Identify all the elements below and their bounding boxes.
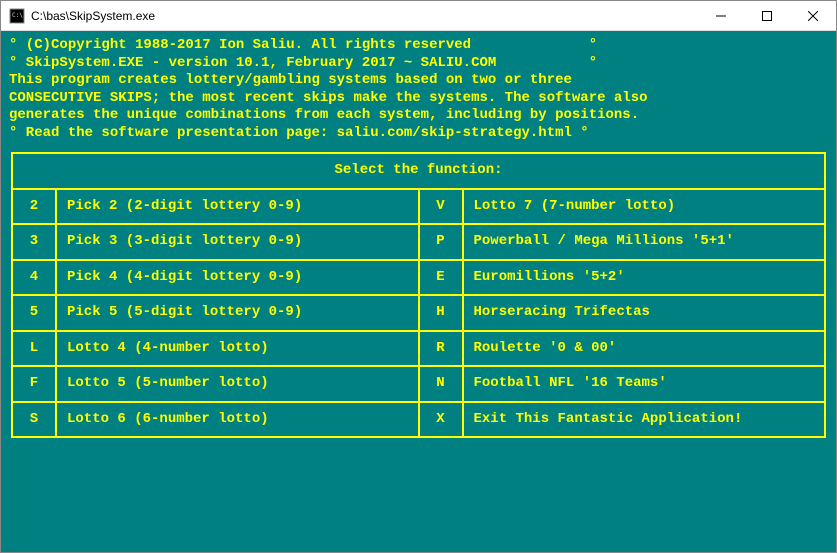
app-window: C:\ _ C:\bas\SkipSystem.exe ° (C)Copyrig… — [0, 0, 837, 553]
menu-item[interactable]: PPowerball / Mega Millions '5+1' — [420, 225, 825, 261]
menu-key: P — [420, 225, 464, 259]
menu-desc: Powerball / Mega Millions '5+1' — [464, 225, 825, 259]
menu-key: N — [420, 367, 464, 401]
menu-item[interactable]: VLotto 7 (7-number lotto) — [420, 190, 825, 226]
menu-item[interactable]: 2Pick 2 (2-digit lottery 0-9) — [13, 190, 418, 226]
menu-desc: Lotto 6 (6-number lotto) — [57, 403, 418, 437]
console-area[interactable]: ° (C)Copyright 1988-2017 Ion Saliu. All … — [1, 31, 836, 552]
menu-key: R — [420, 332, 464, 366]
maximize-button[interactable] — [744, 1, 790, 30]
menu-item[interactable]: NFootball NFL '16 Teams' — [420, 367, 825, 403]
menu-grid: 2Pick 2 (2-digit lottery 0-9) 3Pick 3 (3… — [13, 190, 824, 437]
intro-text: ° (C)Copyright 1988-2017 Ion Saliu. All … — [9, 37, 828, 142]
menu-col-right: VLotto 7 (7-number lotto) PPowerball / M… — [420, 190, 825, 437]
menu-item[interactable]: SLotto 6 (6-number lotto) — [13, 403, 418, 437]
menu-item[interactable]: 3Pick 3 (3-digit lottery 0-9) — [13, 225, 418, 261]
menu-col-left: 2Pick 2 (2-digit lottery 0-9) 3Pick 3 (3… — [13, 190, 420, 437]
menu-desc: Lotto 5 (5-number lotto) — [57, 367, 418, 401]
menu-item[interactable]: LLotto 4 (4-number lotto) — [13, 332, 418, 368]
menu-item[interactable]: XExit This Fantastic Application! — [420, 403, 825, 437]
minimize-button[interactable] — [698, 1, 744, 30]
window-title: C:\bas\SkipSystem.exe — [31, 9, 698, 23]
menu-desc: Horseracing Trifectas — [464, 296, 825, 330]
menu-key: H — [420, 296, 464, 330]
menu-key: X — [420, 403, 464, 437]
menu-key: L — [13, 332, 57, 366]
menu-desc: Pick 2 (2-digit lottery 0-9) — [57, 190, 418, 224]
menu-desc: Lotto 7 (7-number lotto) — [464, 190, 825, 224]
menu-desc: Roulette '0 & 00' — [464, 332, 825, 366]
menu-key: 4 — [13, 261, 57, 295]
menu-item[interactable]: FLotto 5 (5-number lotto) — [13, 367, 418, 403]
menu-key: S — [13, 403, 57, 437]
menu-desc: Euromillions '5+2' — [464, 261, 825, 295]
menu-key: F — [13, 367, 57, 401]
menu-desc: Football NFL '16 Teams' — [464, 367, 825, 401]
titlebar[interactable]: C:\ _ C:\bas\SkipSystem.exe — [1, 1, 836, 31]
menu-key: 5 — [13, 296, 57, 330]
menu-desc: Pick 5 (5-digit lottery 0-9) — [57, 296, 418, 330]
menu-item[interactable]: 4Pick 4 (4-digit lottery 0-9) — [13, 261, 418, 297]
menu-desc: Lotto 4 (4-number lotto) — [57, 332, 418, 366]
menu-item[interactable]: RRoulette '0 & 00' — [420, 332, 825, 368]
menu-desc: Exit This Fantastic Application! — [464, 403, 825, 437]
menu-key: 2 — [13, 190, 57, 224]
window-controls — [698, 1, 836, 30]
app-icon: C:\ _ — [9, 8, 25, 24]
menu-item[interactable]: HHorseracing Trifectas — [420, 296, 825, 332]
menu-key: E — [420, 261, 464, 295]
menu-box: Select the function: 2Pick 2 (2-digit lo… — [11, 152, 826, 438]
close-button[interactable] — [790, 1, 836, 30]
menu-item[interactable]: EEuromillions '5+2' — [420, 261, 825, 297]
menu-key: V — [420, 190, 464, 224]
menu-desc: Pick 3 (3-digit lottery 0-9) — [57, 225, 418, 259]
menu-desc: Pick 4 (4-digit lottery 0-9) — [57, 261, 418, 295]
menu-title: Select the function: — [13, 154, 824, 190]
menu-item[interactable]: 5Pick 5 (5-digit lottery 0-9) — [13, 296, 418, 332]
menu-key: 3 — [13, 225, 57, 259]
